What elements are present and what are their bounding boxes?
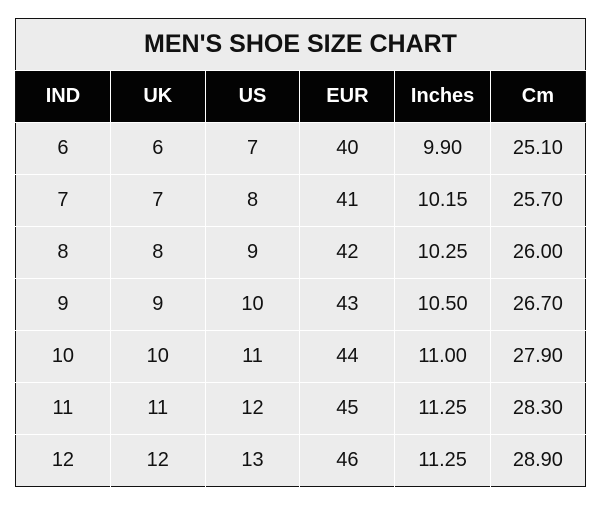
cell-inches: 10.25 bbox=[394, 226, 491, 279]
header-row: IND UK US EUR Inches Cm bbox=[15, 70, 586, 123]
cell-cm: 25.10 bbox=[489, 122, 586, 175]
table-row: 10 10 11 44 11.00 27.90 bbox=[15, 330, 586, 383]
column-header-uk: UK bbox=[109, 70, 206, 123]
cell-inches: 10.50 bbox=[394, 278, 491, 331]
cell-eur: 44 bbox=[299, 330, 395, 383]
cell-uk: 6 bbox=[109, 122, 206, 175]
cell-us: 13 bbox=[204, 434, 300, 487]
cell-us: 8 bbox=[204, 174, 300, 227]
cell-eur: 41 bbox=[299, 174, 395, 227]
cell-eur: 46 bbox=[299, 434, 395, 487]
cell-uk: 12 bbox=[109, 434, 206, 487]
cell-ind: 7 bbox=[15, 174, 111, 227]
cell-us: 10 bbox=[204, 278, 300, 331]
cell-uk: 7 bbox=[109, 174, 206, 227]
cell-us: 7 bbox=[204, 122, 300, 175]
cell-inches: 9.90 bbox=[394, 122, 491, 175]
title-row: MEN'S SHOE SIZE CHART bbox=[15, 18, 586, 71]
cell-uk: 8 bbox=[109, 226, 206, 279]
cell-cm: 28.90 bbox=[489, 434, 586, 487]
table-row: 12 12 13 46 11.25 28.90 bbox=[15, 434, 586, 487]
cell-cm: 27.90 bbox=[489, 330, 586, 383]
cell-ind: 9 bbox=[15, 278, 111, 331]
table-row: 6 6 7 40 9.90 25.10 bbox=[15, 122, 586, 175]
cell-ind: 12 bbox=[15, 434, 111, 487]
cell-ind: 11 bbox=[15, 382, 111, 435]
cell-eur: 43 bbox=[299, 278, 395, 331]
cell-cm: 26.00 bbox=[489, 226, 586, 279]
cell-ind: 8 bbox=[15, 226, 111, 279]
table-row: 8 8 9 42 10.25 26.00 bbox=[15, 226, 586, 279]
shoe-size-table: MEN'S SHOE SIZE CHART IND UK US EUR Inch… bbox=[15, 18, 586, 487]
cell-inches: 11.25 bbox=[394, 434, 491, 487]
cell-uk: 11 bbox=[109, 382, 206, 435]
column-header-eur: EUR bbox=[299, 70, 395, 123]
column-header-us: US bbox=[204, 70, 300, 123]
table-row: 9 9 10 43 10.50 26.70 bbox=[15, 278, 586, 331]
cell-ind: 10 bbox=[15, 330, 111, 383]
cell-us: 9 bbox=[204, 226, 300, 279]
cell-eur: 42 bbox=[299, 226, 395, 279]
cell-inches: 11.25 bbox=[394, 382, 491, 435]
cell-inches: 10.15 bbox=[394, 174, 491, 227]
column-header-ind: IND bbox=[15, 70, 111, 123]
cell-ind: 6 bbox=[15, 122, 111, 175]
cell-cm: 28.30 bbox=[489, 382, 586, 435]
column-header-cm: Cm bbox=[489, 70, 586, 123]
cell-cm: 25.70 bbox=[489, 174, 586, 227]
table-title: MEN'S SHOE SIZE CHART bbox=[15, 18, 586, 71]
table-row: 7 7 8 41 10.15 25.70 bbox=[15, 174, 586, 227]
cell-eur: 40 bbox=[299, 122, 395, 175]
cell-inches: 11.00 bbox=[394, 330, 491, 383]
cell-uk: 9 bbox=[109, 278, 206, 331]
table-row: 11 11 12 45 11.25 28.30 bbox=[15, 382, 586, 435]
cell-us: 11 bbox=[204, 330, 300, 383]
cell-eur: 45 bbox=[299, 382, 395, 435]
cell-cm: 26.70 bbox=[489, 278, 586, 331]
cell-us: 12 bbox=[204, 382, 300, 435]
cell-uk: 10 bbox=[109, 330, 206, 383]
column-header-inches: Inches bbox=[394, 70, 491, 123]
